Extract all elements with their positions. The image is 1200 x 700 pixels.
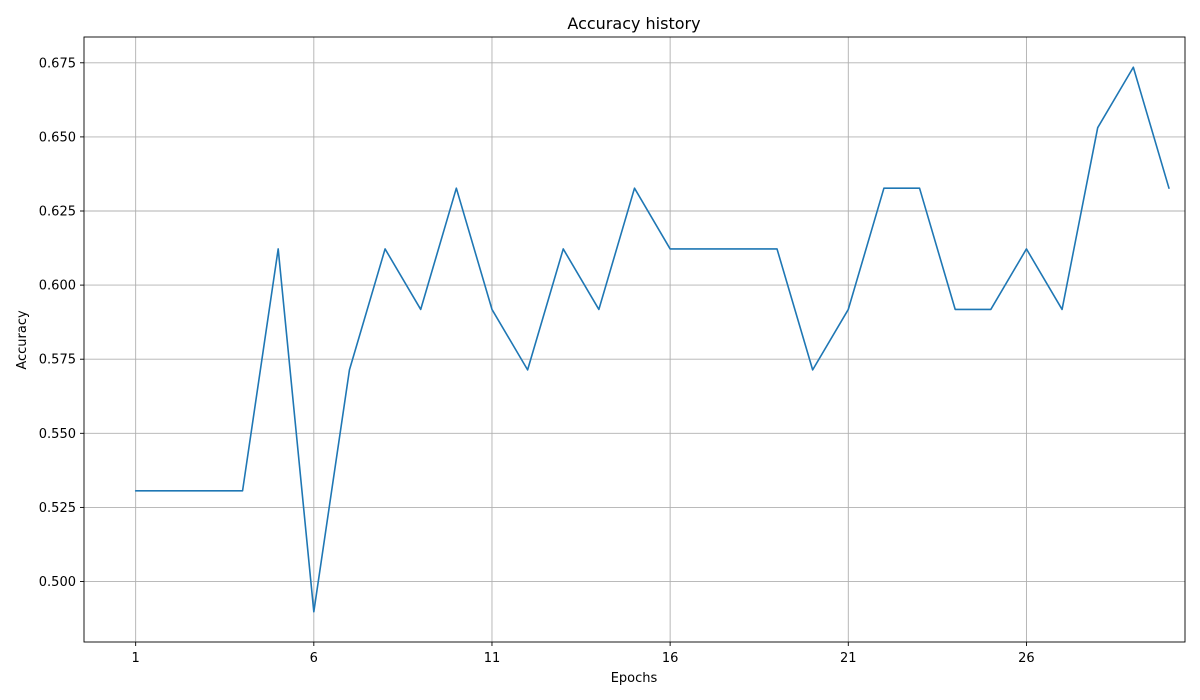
tick-layer: 1 6 11 16 21 260.5000.5250.5500.5750.6000.625… xyxy=(39,56,1035,666)
y-tick-label: 0.550 xyxy=(39,427,76,442)
y-tick-label: 0.500 xyxy=(39,575,76,590)
series-layer xyxy=(134,66,1170,613)
chart-title: Accuracy history xyxy=(567,14,700,33)
y-tick-label: 0.525 xyxy=(39,501,76,516)
y-axis-label: Accuracy xyxy=(15,310,30,370)
x-tick-label: 11 xyxy=(484,651,501,666)
x-axis-label: Epochs xyxy=(611,671,658,686)
y-tick-label: 0.675 xyxy=(39,56,76,71)
x-tick-label: 21 xyxy=(840,651,857,666)
y-tick-label: 0.600 xyxy=(39,279,76,294)
series-line-accuracy xyxy=(134,66,1170,613)
grid-layer xyxy=(84,37,1185,642)
y-tick-label: 0.650 xyxy=(39,130,76,145)
y-tick-label: 0.575 xyxy=(39,353,76,368)
x-tick-label: 6 xyxy=(310,651,318,666)
y-tick-label: 0.625 xyxy=(39,205,76,220)
x-tick-label: 16 xyxy=(662,651,679,666)
axes-frame xyxy=(83,36,1186,643)
x-tick-label: 1 xyxy=(132,651,140,666)
x-tick-label: 26 xyxy=(1018,651,1035,666)
